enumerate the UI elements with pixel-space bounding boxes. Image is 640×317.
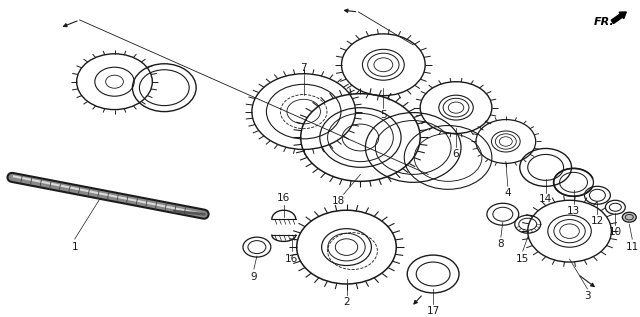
Text: 9: 9 bbox=[251, 272, 257, 282]
Text: 17: 17 bbox=[426, 306, 440, 316]
FancyArrow shape bbox=[611, 12, 627, 23]
Text: 16: 16 bbox=[277, 193, 291, 203]
Text: 12: 12 bbox=[591, 216, 604, 226]
Text: 11: 11 bbox=[626, 242, 639, 252]
Text: 5: 5 bbox=[380, 110, 387, 120]
Text: 10: 10 bbox=[609, 227, 622, 237]
Text: 7: 7 bbox=[300, 63, 307, 73]
Text: 13: 13 bbox=[567, 206, 580, 216]
Text: 15: 15 bbox=[516, 254, 529, 264]
Text: 8: 8 bbox=[497, 239, 504, 249]
Text: 3: 3 bbox=[584, 291, 591, 301]
Text: 2: 2 bbox=[343, 297, 350, 307]
Text: 1: 1 bbox=[72, 242, 78, 252]
Ellipse shape bbox=[622, 212, 636, 222]
Text: 4: 4 bbox=[504, 188, 511, 198]
Text: 16: 16 bbox=[285, 254, 298, 264]
Text: FR.: FR. bbox=[593, 17, 614, 27]
Text: 6: 6 bbox=[452, 149, 460, 159]
Text: 14: 14 bbox=[539, 194, 552, 204]
Text: 18: 18 bbox=[332, 196, 345, 206]
